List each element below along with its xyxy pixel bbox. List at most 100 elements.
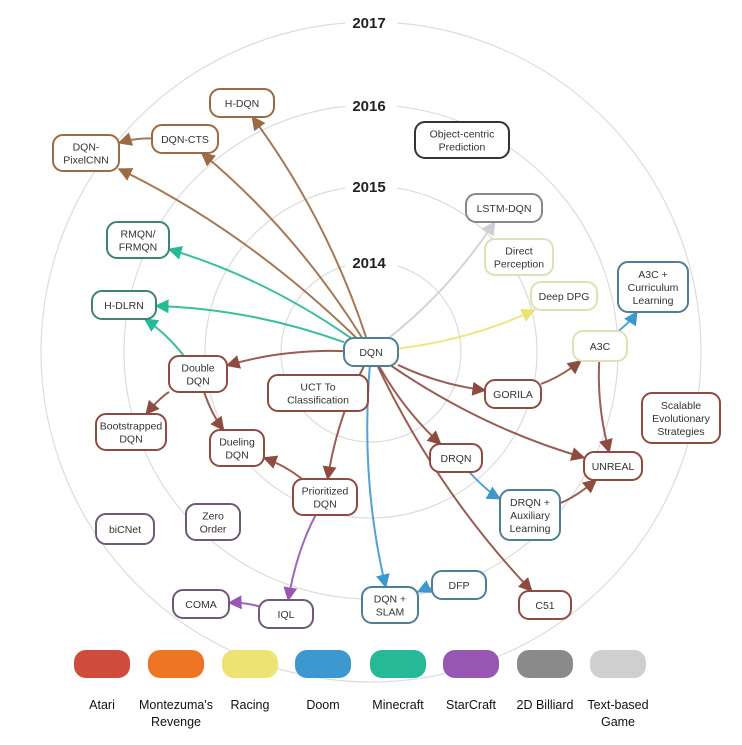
edge-dqn-to-double — [225, 349, 345, 369]
node-bicnet[interactable]: biCNet — [95, 513, 155, 545]
node-label: LSTM-DQN — [477, 203, 532, 215]
node-box — [617, 261, 689, 313]
edge-dqn-to-drqn — [378, 365, 442, 445]
node-label: Scalable — [661, 400, 701, 412]
legend-label: Revenge — [151, 715, 201, 729]
edge-drqn-to-drqnaux — [468, 471, 502, 500]
edge-a3c-to-unreal — [597, 360, 613, 454]
year-label: 2014 — [352, 255, 386, 272]
year-label: 2015 — [352, 179, 385, 196]
legend-label: StarCraft — [446, 698, 497, 712]
node-box — [292, 478, 358, 516]
node-label: RMQN/ — [121, 229, 156, 241]
edge-dqn-to-slam — [366, 365, 390, 589]
edge-dqn-to-hdqn — [251, 115, 368, 339]
year-label: 2016 — [352, 98, 385, 115]
node-label: Direct — [505, 246, 533, 258]
legend-label: 2D Billiard — [517, 698, 574, 712]
node-pixelcnn[interactable]: DQN-PixelCNN — [52, 134, 120, 172]
legend: Atari Montezuma's Revenge Racing Doom Minecra… — [74, 650, 649, 729]
node-label: Curriculum — [628, 282, 679, 294]
node-iql[interactable]: IQL — [258, 599, 314, 629]
node-label: DFP — [449, 580, 470, 592]
node-dqncts[interactable]: DQN-CTS — [151, 124, 219, 154]
node-ddpg[interactable]: Deep DPG — [530, 281, 598, 311]
edge-drqnaux-to-unreal — [559, 479, 598, 505]
edges — [117, 115, 638, 610]
node-lstm[interactable]: LSTM-DQN — [465, 193, 543, 223]
legend-swatch — [222, 650, 278, 678]
node-label: H-DLRN — [104, 300, 144, 312]
edge-prior-to-iql — [283, 514, 317, 602]
node-label: IQL — [278, 609, 295, 621]
node-slam[interactable]: DQN +SLAM — [361, 586, 419, 624]
legend-label: Racing — [231, 698, 270, 712]
legend-label: Game — [601, 715, 635, 729]
edge-dqn-to-gorila — [397, 364, 487, 396]
legend-item-text: Text-based Game — [587, 650, 649, 729]
node-box — [168, 355, 228, 393]
node-dqn[interactable]: DQN — [343, 337, 399, 367]
node-c51[interactable]: C51 — [518, 590, 572, 620]
edge-double-to-hdlrn — [143, 318, 185, 357]
node-label: DRQN + — [510, 497, 550, 509]
node-label: PixelCNN — [63, 155, 109, 167]
node-rmqn[interactable]: RMQN/FRMQN — [106, 221, 170, 259]
edge-dqn-to-c51 — [376, 365, 533, 593]
node-label: A3C + — [638, 269, 667, 281]
node-label: Prediction — [439, 142, 486, 154]
node-a3c[interactable]: A3C — [572, 330, 628, 362]
node-box — [429, 443, 483, 473]
node-coma[interactable]: COMA — [172, 589, 230, 619]
node-label: C51 — [535, 600, 554, 612]
node-box — [484, 238, 554, 276]
node-dfp[interactable]: DFP — [431, 570, 487, 600]
node-label: DRQN — [441, 453, 472, 465]
node-box — [267, 374, 369, 412]
node-drqn[interactable]: DRQN — [429, 443, 483, 473]
node-label: DQN- — [73, 142, 100, 154]
node-gorila[interactable]: GORILA — [484, 379, 542, 409]
year-rings: 2014 2015 2016 2017 — [40, 12, 702, 683]
node-label: Perception — [494, 259, 544, 271]
node-hdqn[interactable]: H-DQN — [209, 88, 275, 118]
node-box — [499, 489, 561, 541]
edge-dqn-to-dqncts — [200, 152, 364, 339]
edge-dqncts-to-pixelcnn — [117, 132, 153, 146]
node-box — [91, 290, 157, 320]
node-label: UCT To — [300, 382, 335, 394]
legend-item-billiard: 2D Billiard — [517, 650, 574, 712]
node-box — [572, 330, 628, 362]
node-label: DQN — [119, 434, 142, 446]
node-box — [258, 599, 314, 629]
legend-swatch — [370, 650, 426, 678]
legend-label: Text-based — [587, 698, 648, 712]
node-label: Strategies — [657, 426, 704, 438]
edge-prior-to-dueling — [262, 455, 303, 480]
node-unreal[interactable]: UNREAL — [583, 451, 643, 481]
node-label: Auxiliary — [510, 510, 550, 522]
node-box — [343, 337, 399, 367]
node-box — [583, 451, 643, 481]
node-box — [95, 413, 167, 451]
node-hdlrn[interactable]: H-DLRN — [91, 290, 157, 320]
nodes: H-DQN DQN-CTS DQN-PixelCNN Object-centricPr… — [52, 88, 721, 629]
edge-a3c-to-a3ccl — [617, 310, 638, 332]
node-label: DQN — [359, 347, 382, 359]
node-label: H-DQN — [225, 98, 259, 110]
legend-label: Montezuma's — [139, 698, 213, 712]
legend-swatch — [295, 650, 351, 678]
node-label: Dueling — [219, 437, 255, 449]
